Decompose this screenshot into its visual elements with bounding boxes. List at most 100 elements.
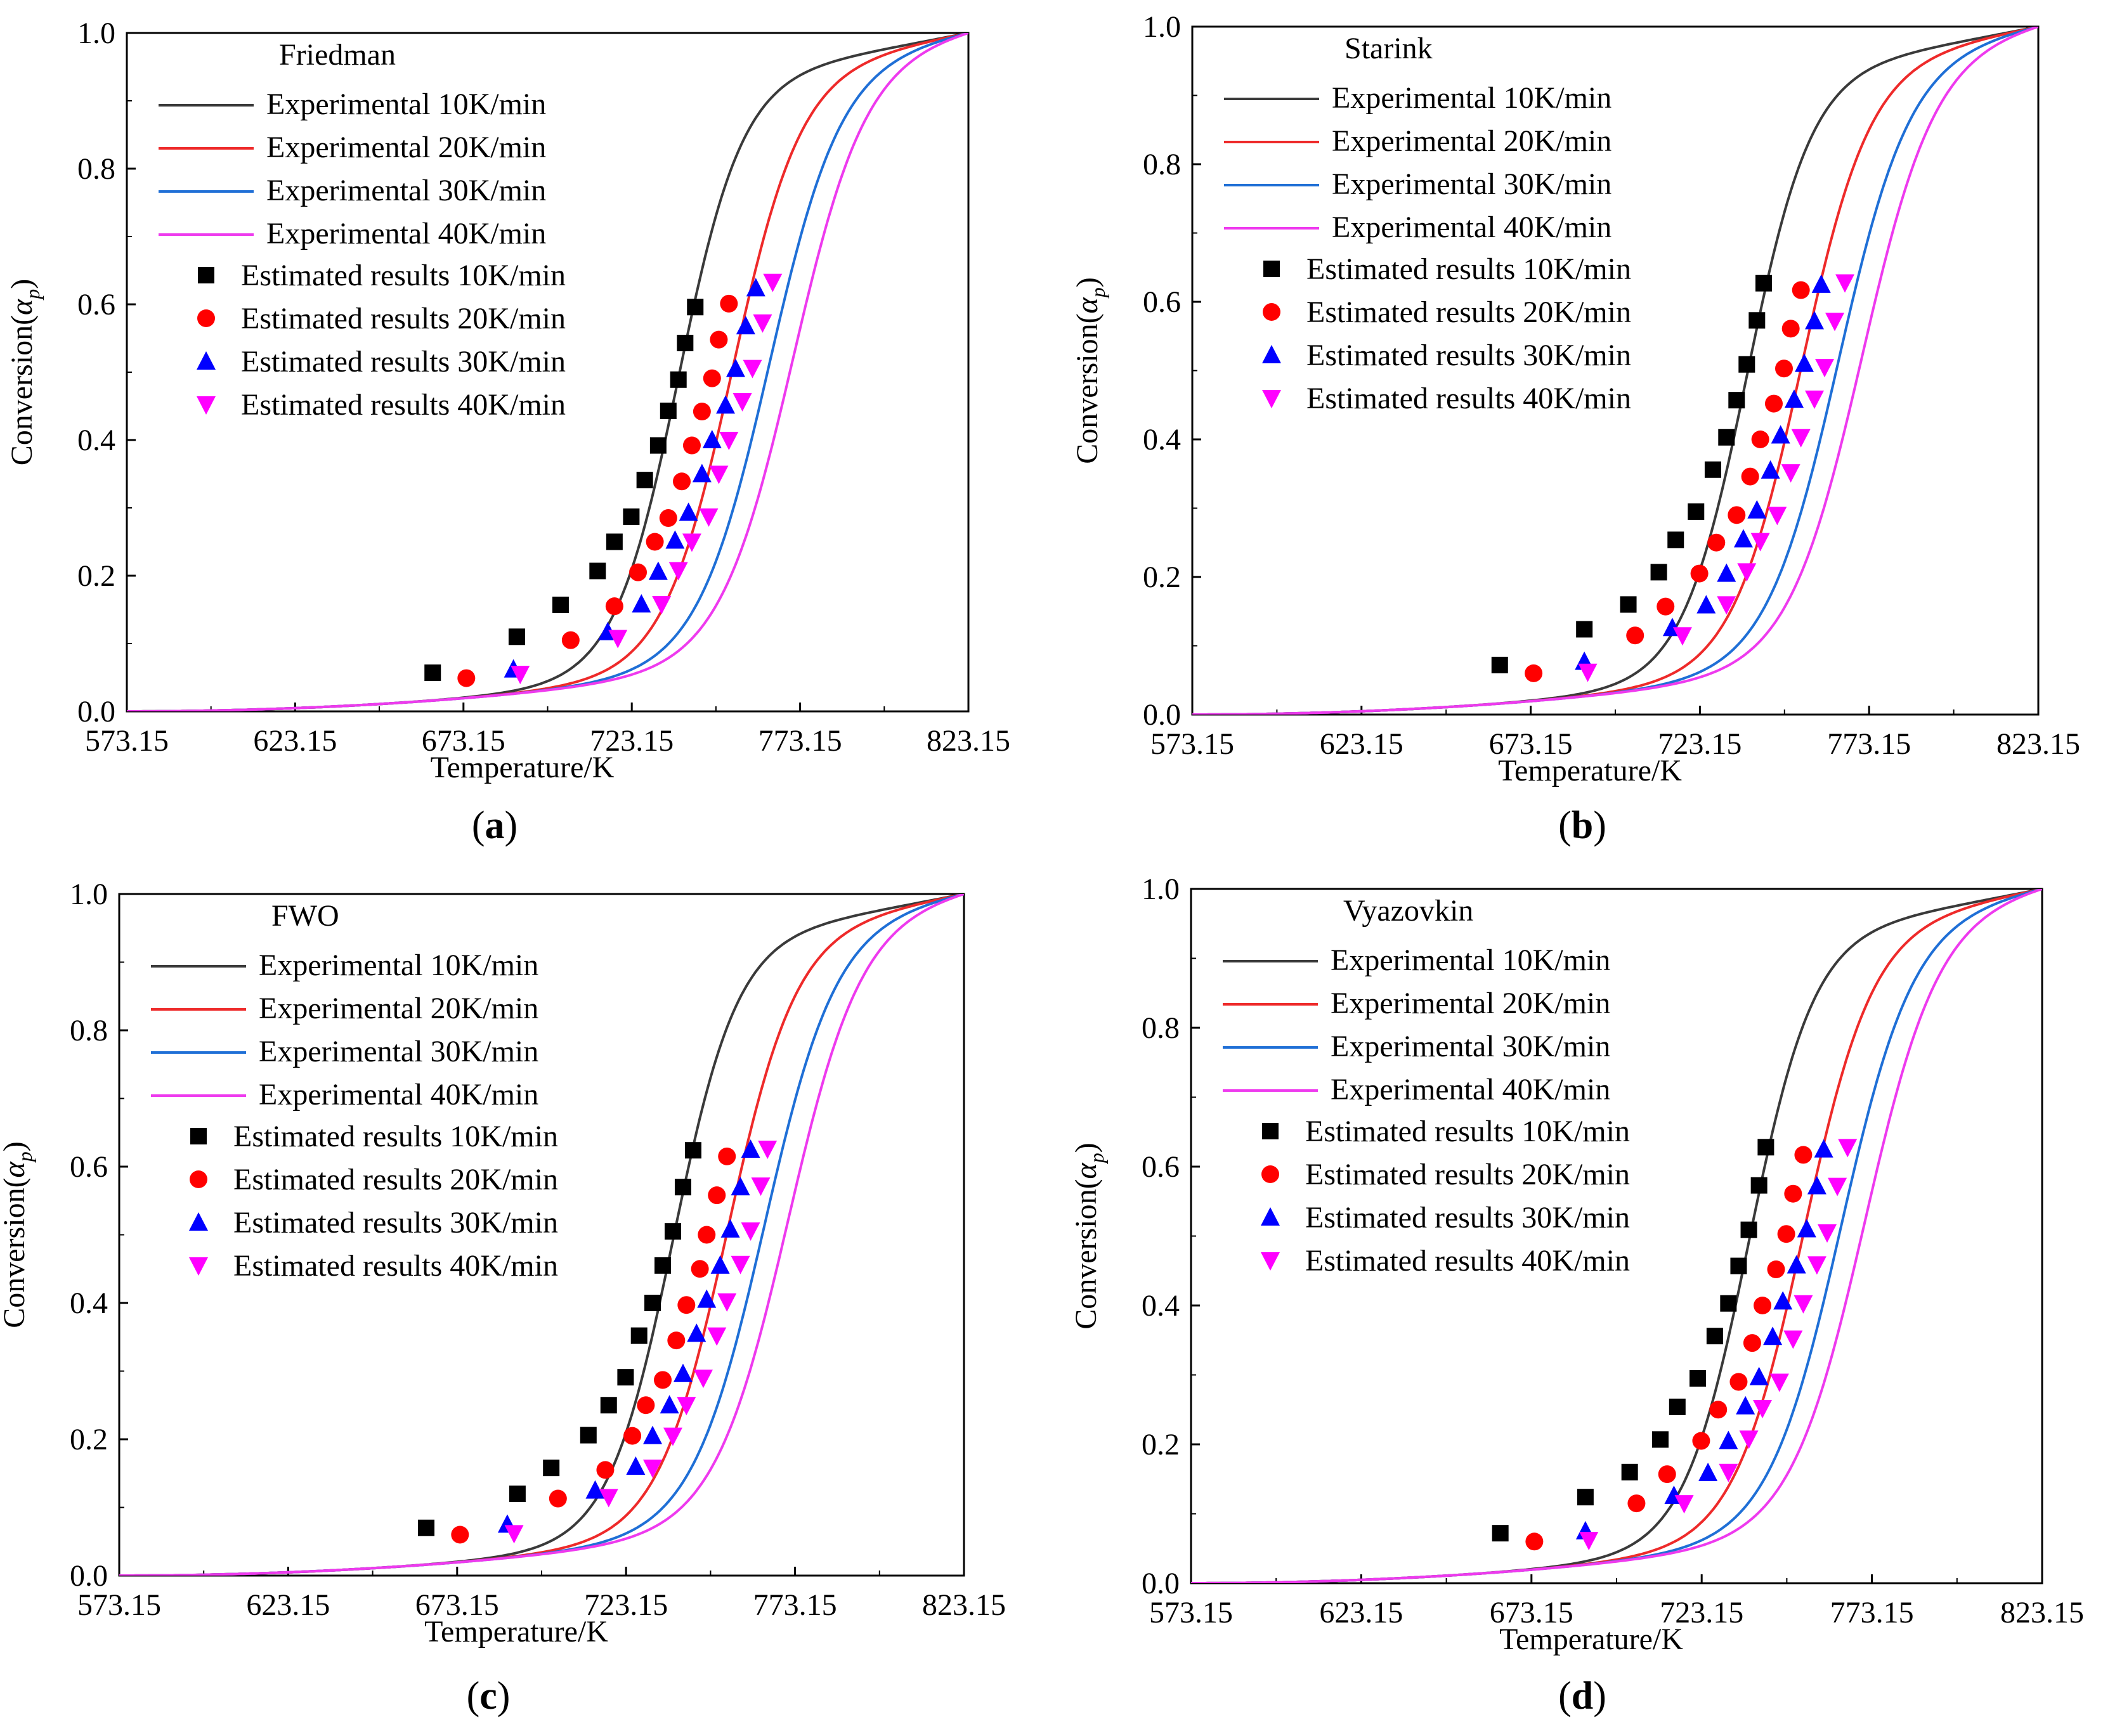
legend-marker-label: Estimated results 30K/min: [1305, 1201, 1630, 1234]
y-axis-label: Conversion(αp): [5, 279, 44, 466]
legend-line-label: Experimental 10K/min: [1332, 81, 1611, 115]
estimated-point-s4: [1579, 1532, 1599, 1551]
panel-b: 573.15 623.15 673.15 723.15 773.15 823.15 0.0 0…: [1071, 10, 2080, 847]
y-tick-label: 0.6: [77, 288, 115, 321]
estimated-point-s2: [1774, 360, 1793, 378]
estimated-point-s1: [1650, 564, 1667, 581]
estimated-point-s1: [677, 334, 694, 351]
estimated-point-s3: [1771, 425, 1790, 444]
estimated-point-s3: [1696, 595, 1716, 614]
estimated-point-s2: [549, 1489, 567, 1508]
estimated-point-s2: [659, 509, 677, 528]
estimated-point-s3: [736, 316, 755, 335]
estimated-point-s4: [1838, 1139, 1858, 1158]
legend-line-label: Experimental 10K/min: [259, 949, 538, 982]
estimated-point-s3: [673, 1363, 693, 1382]
estimated-point-s1: [508, 628, 525, 645]
estimated-point-s2: [682, 436, 701, 455]
estimated-point-s2: [1781, 320, 1800, 338]
legend-marker-label: Estimated results 10K/min: [233, 1120, 558, 1153]
estimated-point-s3: [1736, 1396, 1755, 1415]
estimated-point-s4: [682, 533, 701, 552]
legend-marker-swatch: [1261, 1252, 1280, 1271]
y-tick-label: 1.0: [77, 16, 115, 50]
estimated-point-s3: [726, 358, 745, 377]
estimated-point-s1: [1621, 1463, 1638, 1480]
estimated-point-s3: [1761, 460, 1780, 479]
estimated-point-s4: [763, 273, 783, 292]
x-tick-label: 773.15: [753, 1588, 837, 1622]
y-tick-label: 0.2: [70, 1423, 108, 1456]
y-tick-label: 0.6: [1142, 1150, 1180, 1184]
legend-line-label: Experimental 30K/min: [1331, 1030, 1610, 1063]
y-tick-label: 0.0: [77, 695, 115, 729]
legend-marker-swatch: [1262, 345, 1281, 363]
estimated-point-s3: [687, 1323, 706, 1342]
x-tick-label: 573.15: [85, 724, 169, 758]
estimated-point-s1: [1688, 503, 1705, 520]
method-label: Friedman: [279, 38, 396, 72]
x-tick-label: 673.15: [1490, 1596, 1573, 1629]
legend-marker-label: Estimated results 20K/min: [233, 1163, 558, 1196]
estimated-point-s3: [1811, 274, 1831, 293]
x-tick-label: 623.15: [253, 724, 337, 758]
x-axis-label: Temperature/K: [1498, 754, 1682, 787]
estimated-point-s2: [1627, 1494, 1646, 1513]
y-axis-label: Conversion(αp): [1071, 277, 1109, 464]
legend-marker-label: Estimated results 40K/min: [241, 388, 566, 422]
estimated-point-s1: [623, 508, 640, 525]
estimated-point-s1: [1651, 1431, 1669, 1448]
legend-line-label: Experimental 10K/min: [1331, 943, 1610, 977]
estimated-point-s2: [673, 472, 691, 491]
legend-marker-label: Estimated results 20K/min: [1305, 1158, 1630, 1191]
estimated-point-s3: [632, 593, 651, 612]
legend-marker-swatch: [198, 267, 214, 283]
x-tick-label: 723.15: [1660, 1596, 1743, 1629]
estimated-point-s2: [720, 294, 738, 313]
estimated-point-s2: [1777, 1225, 1795, 1243]
estimated-point-s3: [731, 1177, 750, 1196]
estimated-point-s3: [1698, 1462, 1718, 1481]
x-tick-label: 623.15: [246, 1588, 330, 1622]
estimated-point-s3: [741, 1139, 760, 1158]
estimated-point-s4: [1737, 563, 1757, 582]
panel-caption: (b): [1558, 804, 1606, 847]
estimated-point-s4: [1750, 533, 1770, 552]
estimated-point-s4: [663, 1427, 682, 1446]
estimated-point-s2: [596, 1461, 615, 1479]
estimated-point-s1: [600, 1397, 617, 1414]
legend-marker-swatch: [1263, 303, 1280, 321]
y-tick-label: 0.4: [1142, 1289, 1180, 1323]
legend-marker-swatch: [189, 1212, 208, 1231]
legend-marker-swatch: [1262, 390, 1281, 408]
estimated-point-s2: [629, 563, 648, 581]
estimated-point-s1: [1669, 1398, 1686, 1415]
estimated-point-s1: [1720, 1295, 1737, 1312]
estimated-point-s4: [707, 1327, 727, 1346]
estimated-point-s3: [1787, 1255, 1806, 1274]
estimated-point-s3: [1749, 1366, 1769, 1385]
legend-marker-swatch: [1262, 1123, 1279, 1139]
estimated-point-s4: [1805, 390, 1825, 409]
estimated-point-s3: [1805, 311, 1825, 330]
estimated-point-s1: [589, 562, 606, 580]
estimated-point-s3: [1785, 389, 1804, 408]
estimated-point-s4: [643, 1460, 663, 1479]
estimated-point-s4: [1717, 596, 1736, 615]
legend-line-label: Experimental 30K/min: [259, 1035, 538, 1068]
estimated-point-s3: [1795, 353, 1814, 372]
estimated-point-s3: [702, 430, 722, 448]
estimated-point-s4: [741, 1222, 760, 1241]
y-tick-label: 1.0: [1142, 872, 1180, 906]
estimated-point-s2: [1743, 1334, 1761, 1352]
legend-line-label: Experimental 20K/min: [259, 992, 538, 1025]
legend-line-label: Experimental 40K/min: [1331, 1073, 1610, 1106]
x-tick-label: 773.15: [759, 724, 842, 758]
estimated-point-s1: [424, 664, 441, 682]
estimated-point-s2: [637, 1396, 655, 1415]
estimated-point-s1: [1620, 596, 1637, 613]
estimated-point-s4: [699, 508, 719, 527]
y-tick-label: 0.0: [1142, 1567, 1180, 1600]
method-label: FWO: [271, 899, 339, 933]
estimated-point-s2: [1709, 1401, 1728, 1419]
